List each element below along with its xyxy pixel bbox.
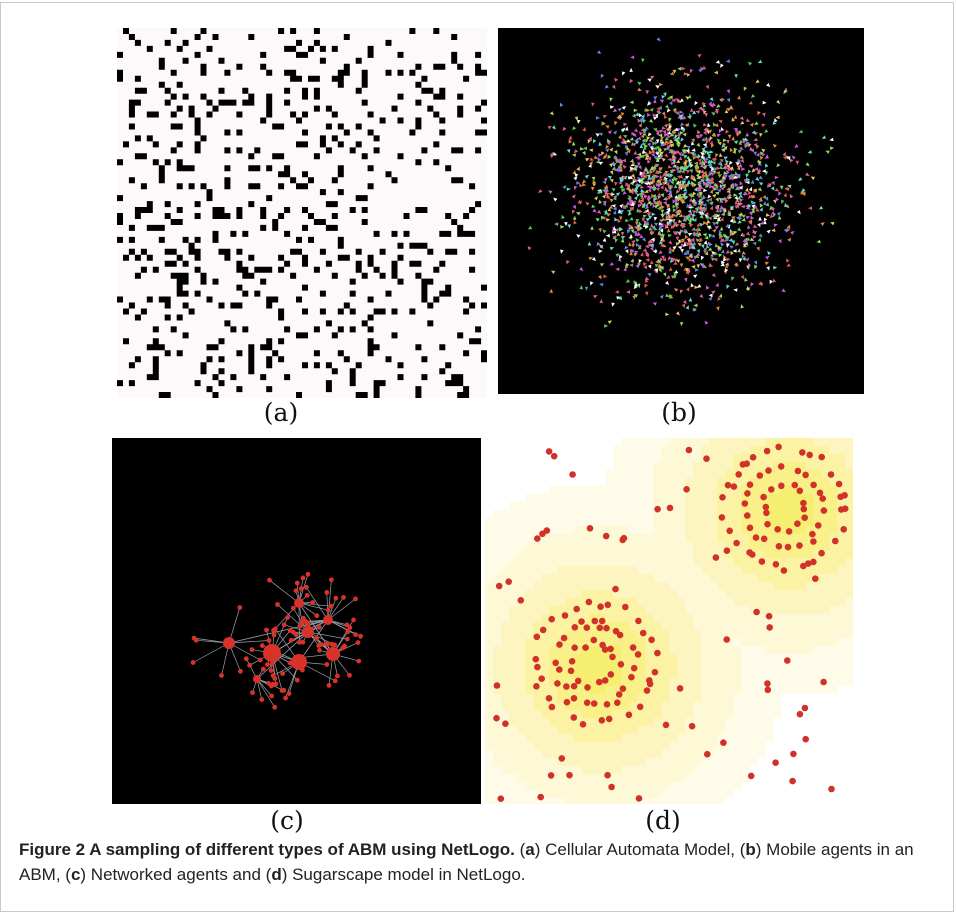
panel-d-label: (d): [645, 806, 681, 835]
mobile-agents: [527, 37, 835, 328]
panel-b-label: (b): [661, 398, 697, 427]
caption-title: Figure 2 A sampling of different types o…: [19, 840, 515, 859]
sugar-agents: [493, 443, 849, 802]
panel-c-label: (c): [270, 806, 304, 835]
panel-a-cellular-automata: [117, 28, 487, 398]
network-nodes: [190, 571, 363, 710]
panel-c-networked-agents: [112, 438, 481, 804]
panel-b-mobile-agents: [498, 28, 864, 394]
ca-cells: [117, 28, 487, 398]
panel-d-sugarscape: [485, 438, 853, 804]
panel-a-label: (a): [263, 398, 299, 427]
figure-caption: Figure 2 A sampling of different types o…: [19, 840, 914, 884]
sugar-patches: [485, 438, 853, 804]
